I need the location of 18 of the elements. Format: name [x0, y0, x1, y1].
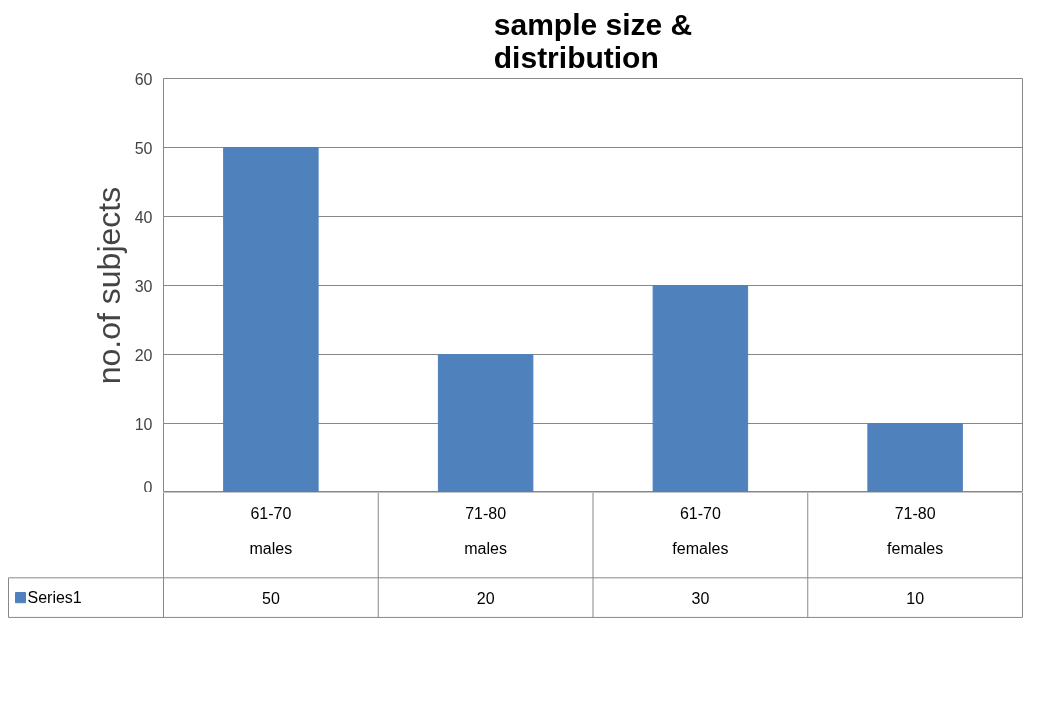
legend-label: Series1	[27, 589, 82, 607]
y-tick-label: 20	[134, 346, 153, 364]
data-label: 10	[906, 589, 925, 607]
data-label: 30	[691, 589, 710, 607]
y-tick-label: 10	[134, 415, 153, 433]
chart-title: sample size & distribution	[493, 7, 693, 74]
x-tick-label: 71-80 males	[464, 504, 507, 558]
y-axis-title: no.of subjects	[90, 186, 127, 385]
y-tick-label: 50	[134, 139, 153, 157]
x-tick-label: 71-80 females	[887, 504, 944, 558]
x-tick-label: 61-70 females	[672, 504, 729, 558]
data-label: 50	[261, 589, 280, 607]
data-label: 20	[476, 589, 495, 607]
y-tick-label: 40	[134, 208, 153, 226]
y-tick-label: 30	[134, 277, 153, 295]
y-tick-label: 60	[134, 70, 153, 88]
y-tick-label: 0	[143, 478, 153, 496]
x-tick-label: 61-70 males	[249, 504, 293, 558]
